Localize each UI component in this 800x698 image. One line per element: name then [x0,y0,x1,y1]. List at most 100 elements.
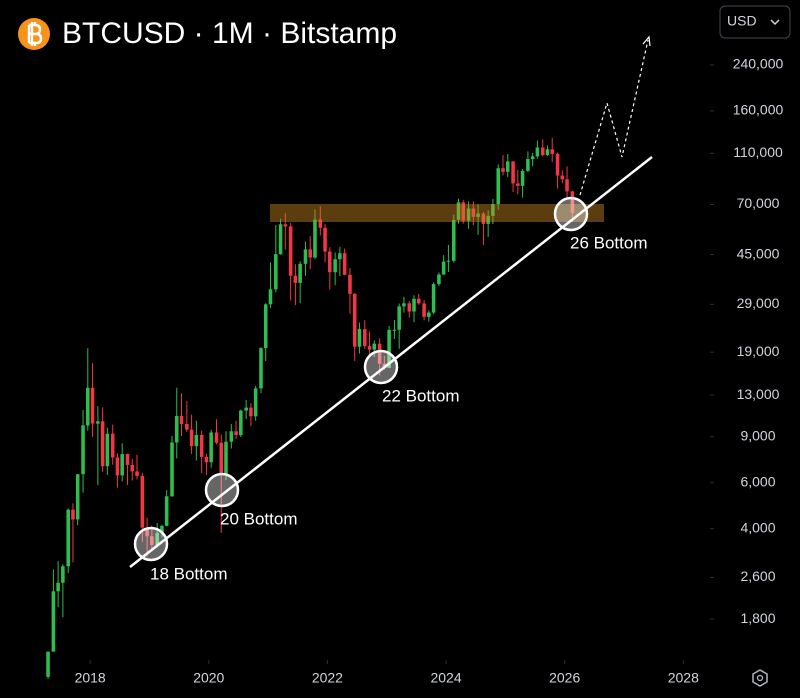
candle-body [451,219,456,261]
candle-body [204,456,209,463]
trend-line [129,156,653,568]
candle-body [259,348,263,389]
candles [46,137,575,680]
candle-body [535,147,540,157]
candle-body [214,432,219,443]
candle-body [565,179,569,192]
candle-body [100,421,105,467]
candle-body [274,254,278,290]
y-tick-label: 19,000 [737,343,780,359]
candle-body [155,532,159,546]
candle-body [224,441,228,476]
x-tick-label: 2028 [668,670,699,686]
candle-body [125,454,130,465]
annotation: 20 Bottom [220,509,298,528]
bottom-marker [133,526,169,562]
candle-body [377,343,382,364]
y-tick-label: 240,000 [733,56,784,72]
currency-button[interactable] [719,5,791,39]
candle-body [570,191,575,213]
candle-body [476,213,480,217]
candle-body [115,457,120,476]
candle-body [81,425,85,475]
annotation: 22 Bottom [382,386,460,405]
currency-label: USD [727,13,757,29]
candle-body [189,429,194,447]
candle-body [540,147,545,156]
resistance-band [270,204,604,222]
candle-body [342,253,347,275]
candle-body [46,651,50,677]
candle-body [120,454,124,476]
candle-body [293,275,298,283]
candle-body [530,156,535,160]
settings-icon[interactable] [752,669,768,687]
candle-body [441,261,446,275]
candle-body [105,433,110,467]
candle-body [135,471,139,476]
candle-body [263,304,268,349]
candle-body [416,298,421,304]
candle-body [66,509,70,567]
y-tick-label: 2,600 [740,568,775,584]
candle-body [75,474,80,520]
candle-body [179,415,184,424]
candle-body [545,149,550,156]
symbol-glyph [27,22,43,46]
candle-body [550,149,555,154]
candle-body [501,168,505,172]
y-tick-label: 13,000 [737,386,780,402]
candle-body [56,582,60,592]
candle-body [560,175,565,180]
candle-body [505,161,510,172]
candle-body [288,226,293,276]
x-tick-label: 2018 [75,670,106,686]
x-tick-label: 2022 [312,670,343,686]
y-tick-label: 70,000 [737,195,780,211]
candle-body [471,208,476,217]
candle-body [110,433,115,458]
candle-body [51,591,56,652]
candle-body [367,346,372,350]
candle-body [486,215,490,224]
candle-body [333,259,337,273]
y-tick-label: 160,000 [733,102,784,118]
bottom-marker [363,349,399,385]
x-tick-label: 2026 [549,670,580,686]
candle-body [160,525,164,533]
candle-body [219,442,224,476]
candle-body [387,329,391,368]
candle-body [150,536,154,546]
candle-body [164,496,169,526]
candle-body [481,213,486,224]
candle-body [239,410,243,436]
candle-body [496,168,501,205]
y-tick-label: 29,000 [737,295,780,311]
candle-body [174,415,179,443]
candle-body [407,303,412,312]
candle-body [318,219,323,228]
candle-body [170,442,174,497]
candle-body [130,464,135,472]
candle-body [145,527,149,537]
candle-body [90,387,95,424]
annotation: 26 Bottom [570,233,648,252]
candle-body [278,224,283,255]
y-tick-label: 9,000 [740,428,775,444]
candle-body [308,249,312,258]
candle-body [520,170,525,186]
candle-body [357,329,362,347]
candle-body [466,208,471,221]
candle-body [253,388,258,417]
candle-body [348,274,352,294]
candle-body [446,260,451,262]
candle-body [511,161,515,184]
y-tick-label: 45,000 [737,245,780,261]
y-tick-label: 110,000 [733,144,783,160]
candle-body [338,253,342,260]
candle-body [283,224,288,227]
annotation: 18 Bottom [150,564,228,583]
